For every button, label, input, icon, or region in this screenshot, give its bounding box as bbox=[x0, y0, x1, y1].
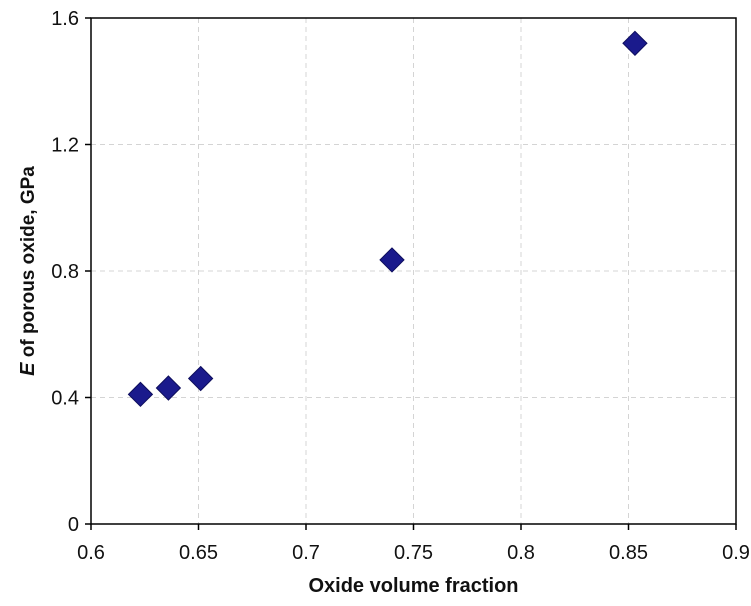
data-point bbox=[127, 381, 154, 408]
y-axis-title: E of porous oxide, GPa bbox=[17, 166, 39, 376]
y-tick-label: 0.4 bbox=[51, 388, 79, 410]
data-point bbox=[622, 30, 648, 57]
y-tick-label: 1.2 bbox=[51, 135, 79, 157]
data-points bbox=[127, 30, 648, 408]
y-tick-label: 0.8 bbox=[51, 261, 79, 283]
x-axis-title: Oxide volume fraction bbox=[308, 575, 518, 597]
grid-lines bbox=[91, 18, 736, 524]
x-tick-label: 0.75 bbox=[394, 542, 433, 564]
x-tick-label: 0.85 bbox=[609, 542, 648, 564]
tick-labels: 0.6 0.65 0.7 0.75 0.8 0.85 0.9 0 0.4 0.8 1.2 1.6 bbox=[51, 8, 750, 564]
x-tick-label: 0.9 bbox=[722, 542, 750, 564]
x-tick-label: 0.8 bbox=[507, 542, 535, 564]
data-point bbox=[155, 375, 182, 401]
axis-ticks bbox=[85, 17, 737, 530]
y-axis-title-symbol: E bbox=[17, 362, 39, 376]
data-point bbox=[379, 247, 405, 273]
data-point bbox=[187, 365, 214, 392]
x-tick-label: 0.65 bbox=[179, 542, 218, 564]
x-tick-label: 0.6 bbox=[77, 542, 105, 564]
x-tick-label: 0.7 bbox=[292, 542, 320, 564]
y-tick-label: 0 bbox=[68, 514, 79, 536]
y-tick-label: 1.6 bbox=[51, 8, 79, 30]
y-axis-title-rest: of porous oxide, GPa bbox=[18, 166, 39, 363]
